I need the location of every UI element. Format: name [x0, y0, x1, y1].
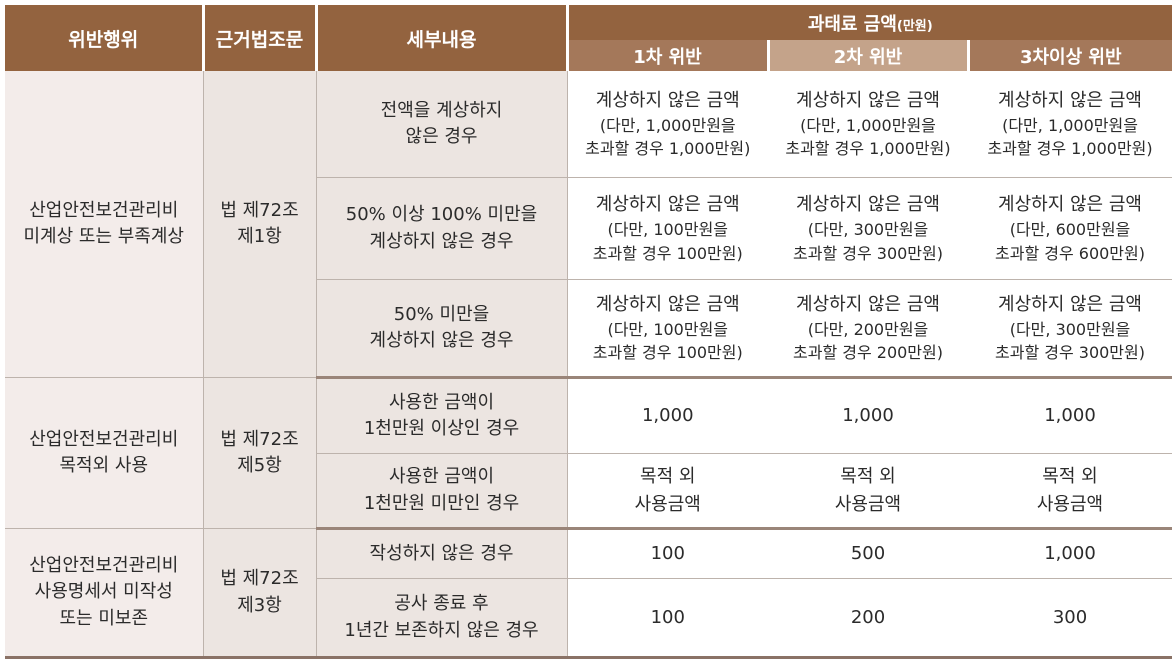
detail-cell: 사용한 금액이 1천만원 이상인 경우 [316, 377, 568, 454]
table-row: 산업안전보건관리비 사용명세서 미작성 또는 미보존 법 제72조 제3항 작성하지 … [5, 528, 1172, 658]
first-fine-cell: 목적 외 사용금액 [567, 453, 768, 530]
law-cell: 법 제72조 제3항 [203, 528, 317, 658]
third-fine-cell: 1,000 [968, 528, 1172, 579]
third-fine-cell: 계상하지 않은 금액 (다만, 600만원을 초과할 경우 600만원) [968, 177, 1172, 280]
header-first-violation: 1차 위반 [567, 40, 770, 71]
second-fine-cell: 1,000 [768, 377, 968, 454]
first-fine-cell: 100 [567, 528, 768, 579]
third-fine-cell: 목적 외 사용금액 [968, 453, 1172, 530]
law-cell: 법 제72조 제5항 [203, 377, 317, 529]
header-fine-amount: 과태료 금액(만원) [567, 5, 1172, 41]
fine-note-text: (다만, 100만원을 초과할 경우 100만원) [592, 319, 743, 363]
table-row: 산업안전보건관리비 목적외 사용 법 제72조 제5항 사용한 금액이 1천만원 이상… [5, 377, 1172, 529]
header-fine-label: 과태료 금액 [807, 13, 897, 35]
detail-cell: 50% 미만을 계상하지 않은 경우 [316, 279, 568, 379]
third-fine-cell: 1,000 [968, 377, 1172, 454]
violation-cell: 산업안전보건관리비 미계상 또는 부족계상 [5, 71, 204, 378]
fine-main-text: 계상하지 않은 금액 [998, 194, 1142, 216]
law-cell: 법 제72조 제1항 [203, 71, 317, 378]
fine-main-text: 계상하지 않은 금액 [998, 293, 1142, 315]
second-fine-cell: 계상하지 않은 금액 (다만, 300만원을 초과할 경우 300만원) [768, 177, 968, 280]
third-fine-cell: 계상하지 않은 금액 (다만, 300만원을 초과할 경우 300만원) [968, 279, 1172, 379]
fine-main-text: 계상하지 않은 금액 [595, 293, 740, 315]
fine-table: 위반행위 근거법조문 세부내용 과태료 금액(만원) 1차 위반 2차 위반 3… [5, 5, 1172, 659]
fine-main-text: 계상하지 않은 금액 [796, 194, 940, 216]
fine-note-text: (다만, 300만원을 초과할 경우 300만원) [793, 220, 943, 263]
header-detail: 세부내용 [316, 5, 569, 71]
fine-note-text: (다만, 600만원을 초과할 경우 600만원) [995, 220, 1145, 263]
first-fine-cell: 100 [567, 578, 768, 658]
second-fine-cell: 계상하지 않은 금액 (다만, 200만원을 초과할 경우 200만원) [768, 279, 968, 379]
detail-cell: 전액을 계상하지 않은 경우 [316, 71, 568, 178]
header-fine-unit: (만원) [896, 18, 933, 34]
third-fine-cell: 계상하지 않은 금액 (다만, 1,000만원을 초과할 경우 1,000만원) [968, 71, 1172, 178]
header-second-violation: 2차 위반 [768, 40, 970, 71]
table-row: 사용한 금액이 1천만원 미만인 경우 목적 외 사용금액 목적 외 사용금액 목적 … [5, 453, 1172, 530]
fine-note-text: (다만, 100만원을 초과할 경우 100만원) [592, 220, 743, 263]
table-row: 산업안전보건관리비 미계상 또는 부족계상 법 제72조 제1항 전액을 계상하지 않… [5, 71, 1172, 378]
fine-note-text: (다만, 300만원을 초과할 경우 300만원) [995, 319, 1145, 363]
header-third-violation: 3차이상 위반 [968, 40, 1172, 71]
table-row: 50% 미만을 계상하지 않은 경우 계상하지 않은 금액 (다만, 100만원을 초… [5, 279, 1172, 379]
fine-main-text: 계상하지 않은 금액 [595, 194, 740, 216]
second-fine-cell: 500 [768, 528, 968, 579]
second-fine-cell: 계상하지 않은 금액 (다만, 1,000만원을 초과할 경우 1,000만원) [768, 71, 968, 178]
detail-cell: 사용한 금액이 1천만원 미만인 경우 [316, 453, 568, 530]
first-fine-cell: 계상하지 않은 금액 (다만, 100만원을 초과할 경우 100만원) [567, 279, 768, 379]
fine-main-text: 계상하지 않은 금액 [796, 293, 940, 315]
fine-main-text: 계상하지 않은 금액 [595, 89, 740, 111]
detail-cell: 작성하지 않은 경우 [316, 528, 568, 579]
fine-main-text: 계상하지 않은 금액 [796, 89, 940, 111]
table-row: 50% 이상 100% 미만을 계상하지 않은 경우 계상하지 않은 금액 (다만,… [5, 177, 1172, 280]
fine-note-text: (다만, 200만원을 초과할 경우 200만원) [793, 319, 943, 363]
second-fine-cell: 200 [768, 578, 968, 658]
first-fine-cell: 계상하지 않은 금액 (다만, 100만원을 초과할 경우 100만원) [567, 177, 768, 280]
fine-note-text: (다만, 1,000만원을 초과할 경우 1,000만원) [987, 115, 1153, 159]
header-law: 근거법조문 [203, 5, 318, 71]
header-violation: 위반행위 [5, 5, 205, 71]
first-fine-cell: 1,000 [567, 377, 768, 454]
second-fine-cell: 목적 외 사용금액 [768, 453, 968, 530]
detail-cell: 50% 이상 100% 미만을 계상하지 않은 경우 [316, 177, 568, 280]
first-fine-cell: 계상하지 않은 금액 (다만, 1,000만원을 초과할 경우 1,000만원) [567, 71, 768, 178]
fine-note-text: (다만, 1,000만원을 초과할 경우 1,000만원) [785, 115, 951, 159]
table-row: 공사 종료 후 1년간 보존하지 않은 경우 100 200 300 [5, 578, 1172, 658]
fine-main-text: 계상하지 않은 금액 [998, 89, 1142, 111]
violation-cell: 산업안전보건관리비 목적외 사용 [5, 377, 204, 529]
violation-cell: 산업안전보건관리비 사용명세서 미작성 또는 미보존 [5, 528, 204, 658]
detail-cell: 공사 종료 후 1년간 보존하지 않은 경우 [316, 578, 568, 658]
fine-note-text: (다만, 1,000만원을 초과할 경우 1,000만원) [585, 115, 751, 159]
third-fine-cell: 300 [968, 578, 1172, 658]
